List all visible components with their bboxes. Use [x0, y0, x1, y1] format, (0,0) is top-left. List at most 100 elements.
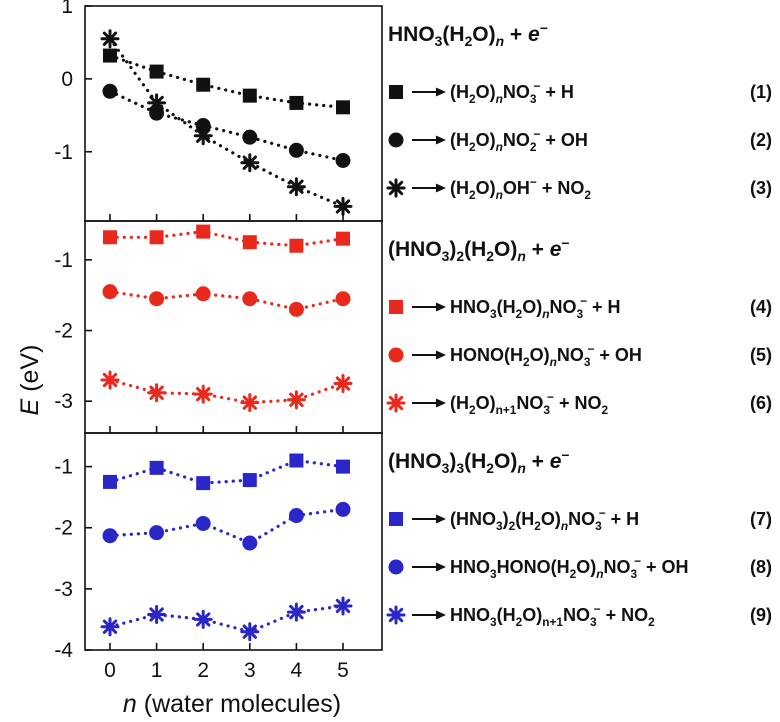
data-point [103, 48, 117, 63]
legend-header: HNO3​(H2​O)n​ + e−​ [388, 20, 548, 49]
x-tick-label: 5 [337, 659, 349, 682]
legend-marker [389, 300, 403, 314]
legend-entry-label: (H2​O)n​NO3−​ + H [450, 79, 574, 106]
legend-entry-label: HNO3​(H2​O)n+1​NO3−​ + NO2​ [450, 602, 655, 629]
data-point [286, 602, 306, 622]
x-tick-label: 0 [104, 659, 116, 682]
arrow-icon [436, 350, 446, 360]
data-point [147, 93, 167, 113]
arrow-icon [436, 302, 446, 312]
legend-marker [386, 178, 406, 198]
data-point [336, 231, 350, 246]
legend-marker [386, 605, 406, 625]
data-point [149, 64, 164, 79]
legend-entry-number: (5) [750, 345, 772, 365]
data-point [193, 609, 213, 629]
data-point [289, 95, 304, 110]
legend-entry-number: (8) [750, 557, 772, 577]
data-point [286, 390, 306, 410]
legend-entry-label: (H2​O)n+1​NO3−​ + NO2​ [450, 390, 608, 417]
series-line [108, 290, 345, 311]
panel-frame [84, 220, 383, 434]
arrow-icon [436, 87, 446, 97]
legend-entry-label: (H2​O)n​NO2−​ + OH [450, 127, 588, 154]
data-point [196, 77, 211, 92]
panel-1: 1 0 -1 [54, 0, 383, 222]
data-point [103, 474, 117, 489]
x-tick-label: 1 [151, 659, 163, 682]
data-point [242, 473, 257, 488]
legend-marker [388, 132, 404, 148]
y-tick-label: 0 [61, 68, 73, 91]
data-point [289, 238, 304, 253]
data-point [333, 196, 353, 216]
series-4 [103, 224, 350, 253]
series-line [108, 458, 345, 485]
data-point [149, 291, 165, 307]
x-tick-label: 3 [244, 659, 256, 682]
arrow-icon [436, 183, 446, 193]
legend-panel-2: (HNO3​)2​(H2​O)n​ + e−​ HNO3​(H2​O)n​NO3−… [386, 235, 772, 417]
y-tick-label: -4 [54, 639, 73, 662]
legend-entry-number: (9) [750, 605, 772, 625]
y-tick-label: -2 [54, 517, 73, 540]
legend-entry-number: (6) [750, 393, 772, 413]
arrow-icon [436, 135, 446, 145]
series-line [108, 89, 345, 163]
y-tick-label: -1 [54, 141, 73, 164]
arrow-icon [436, 610, 446, 620]
series-6 [100, 370, 353, 413]
legend-entry-number: (2) [750, 130, 772, 150]
legend-entry-number: (1) [750, 82, 772, 102]
data-point [147, 383, 167, 403]
data-point [149, 460, 164, 475]
panel-2: -1 -2 -3 [54, 220, 383, 434]
legend-entry-number: (7) [750, 509, 772, 529]
data-point [100, 29, 120, 49]
data-point [102, 528, 118, 544]
y-tick-label: -3 [54, 578, 73, 601]
data-point [289, 453, 304, 468]
data-point [336, 459, 350, 474]
series-8 [102, 501, 351, 551]
data-point [335, 153, 351, 169]
legend-panel-3: (HNO3​)3​(H2​O)n​ + e−​ (HNO3​)2​(H2​O)n​… [386, 447, 772, 629]
series-line [108, 507, 345, 545]
data-point [102, 83, 118, 99]
data-point [333, 596, 353, 616]
legend-panel-1: HNO3​(H2​O)n​ + e−​ (H2​O)n​NO3−​ + H (1) (… [386, 20, 772, 202]
y-tick-label: -3 [54, 390, 73, 413]
data-point [286, 177, 306, 197]
series-3 [100, 29, 353, 216]
data-point [240, 153, 260, 173]
arrow-icon [436, 562, 446, 572]
arrow-icon [436, 514, 446, 524]
legend-marker [388, 559, 404, 575]
data-point [242, 88, 257, 103]
data-point [288, 142, 304, 158]
legend-header: (HNO3​)3​(H2​O)n​ + e−​ [388, 447, 570, 476]
x-axis-label: n (water molecules) [123, 690, 341, 718]
legend-entry-label: (HNO3​)2​(H2​O)n​NO3−​ + H [450, 506, 639, 533]
data-point [193, 384, 213, 404]
legend-entry-label: HONO(H2​O)n​NO3−​ + OH [450, 342, 642, 369]
legend-entry-number: (4) [750, 297, 772, 317]
series-2 [102, 83, 351, 169]
data-point [196, 476, 211, 491]
data-point [335, 291, 351, 307]
data-point [149, 525, 165, 541]
series-line [108, 229, 345, 248]
data-point [147, 605, 167, 624]
data-point [288, 301, 304, 317]
legend-marker [386, 393, 406, 413]
series-9 [100, 596, 353, 642]
series-5 [102, 284, 351, 317]
data-point [195, 515, 211, 531]
y-tick-label: -1 [54, 249, 73, 272]
data-point [240, 393, 260, 413]
data-point [149, 105, 165, 121]
arrow-icon [436, 398, 446, 408]
data-point [193, 126, 213, 146]
